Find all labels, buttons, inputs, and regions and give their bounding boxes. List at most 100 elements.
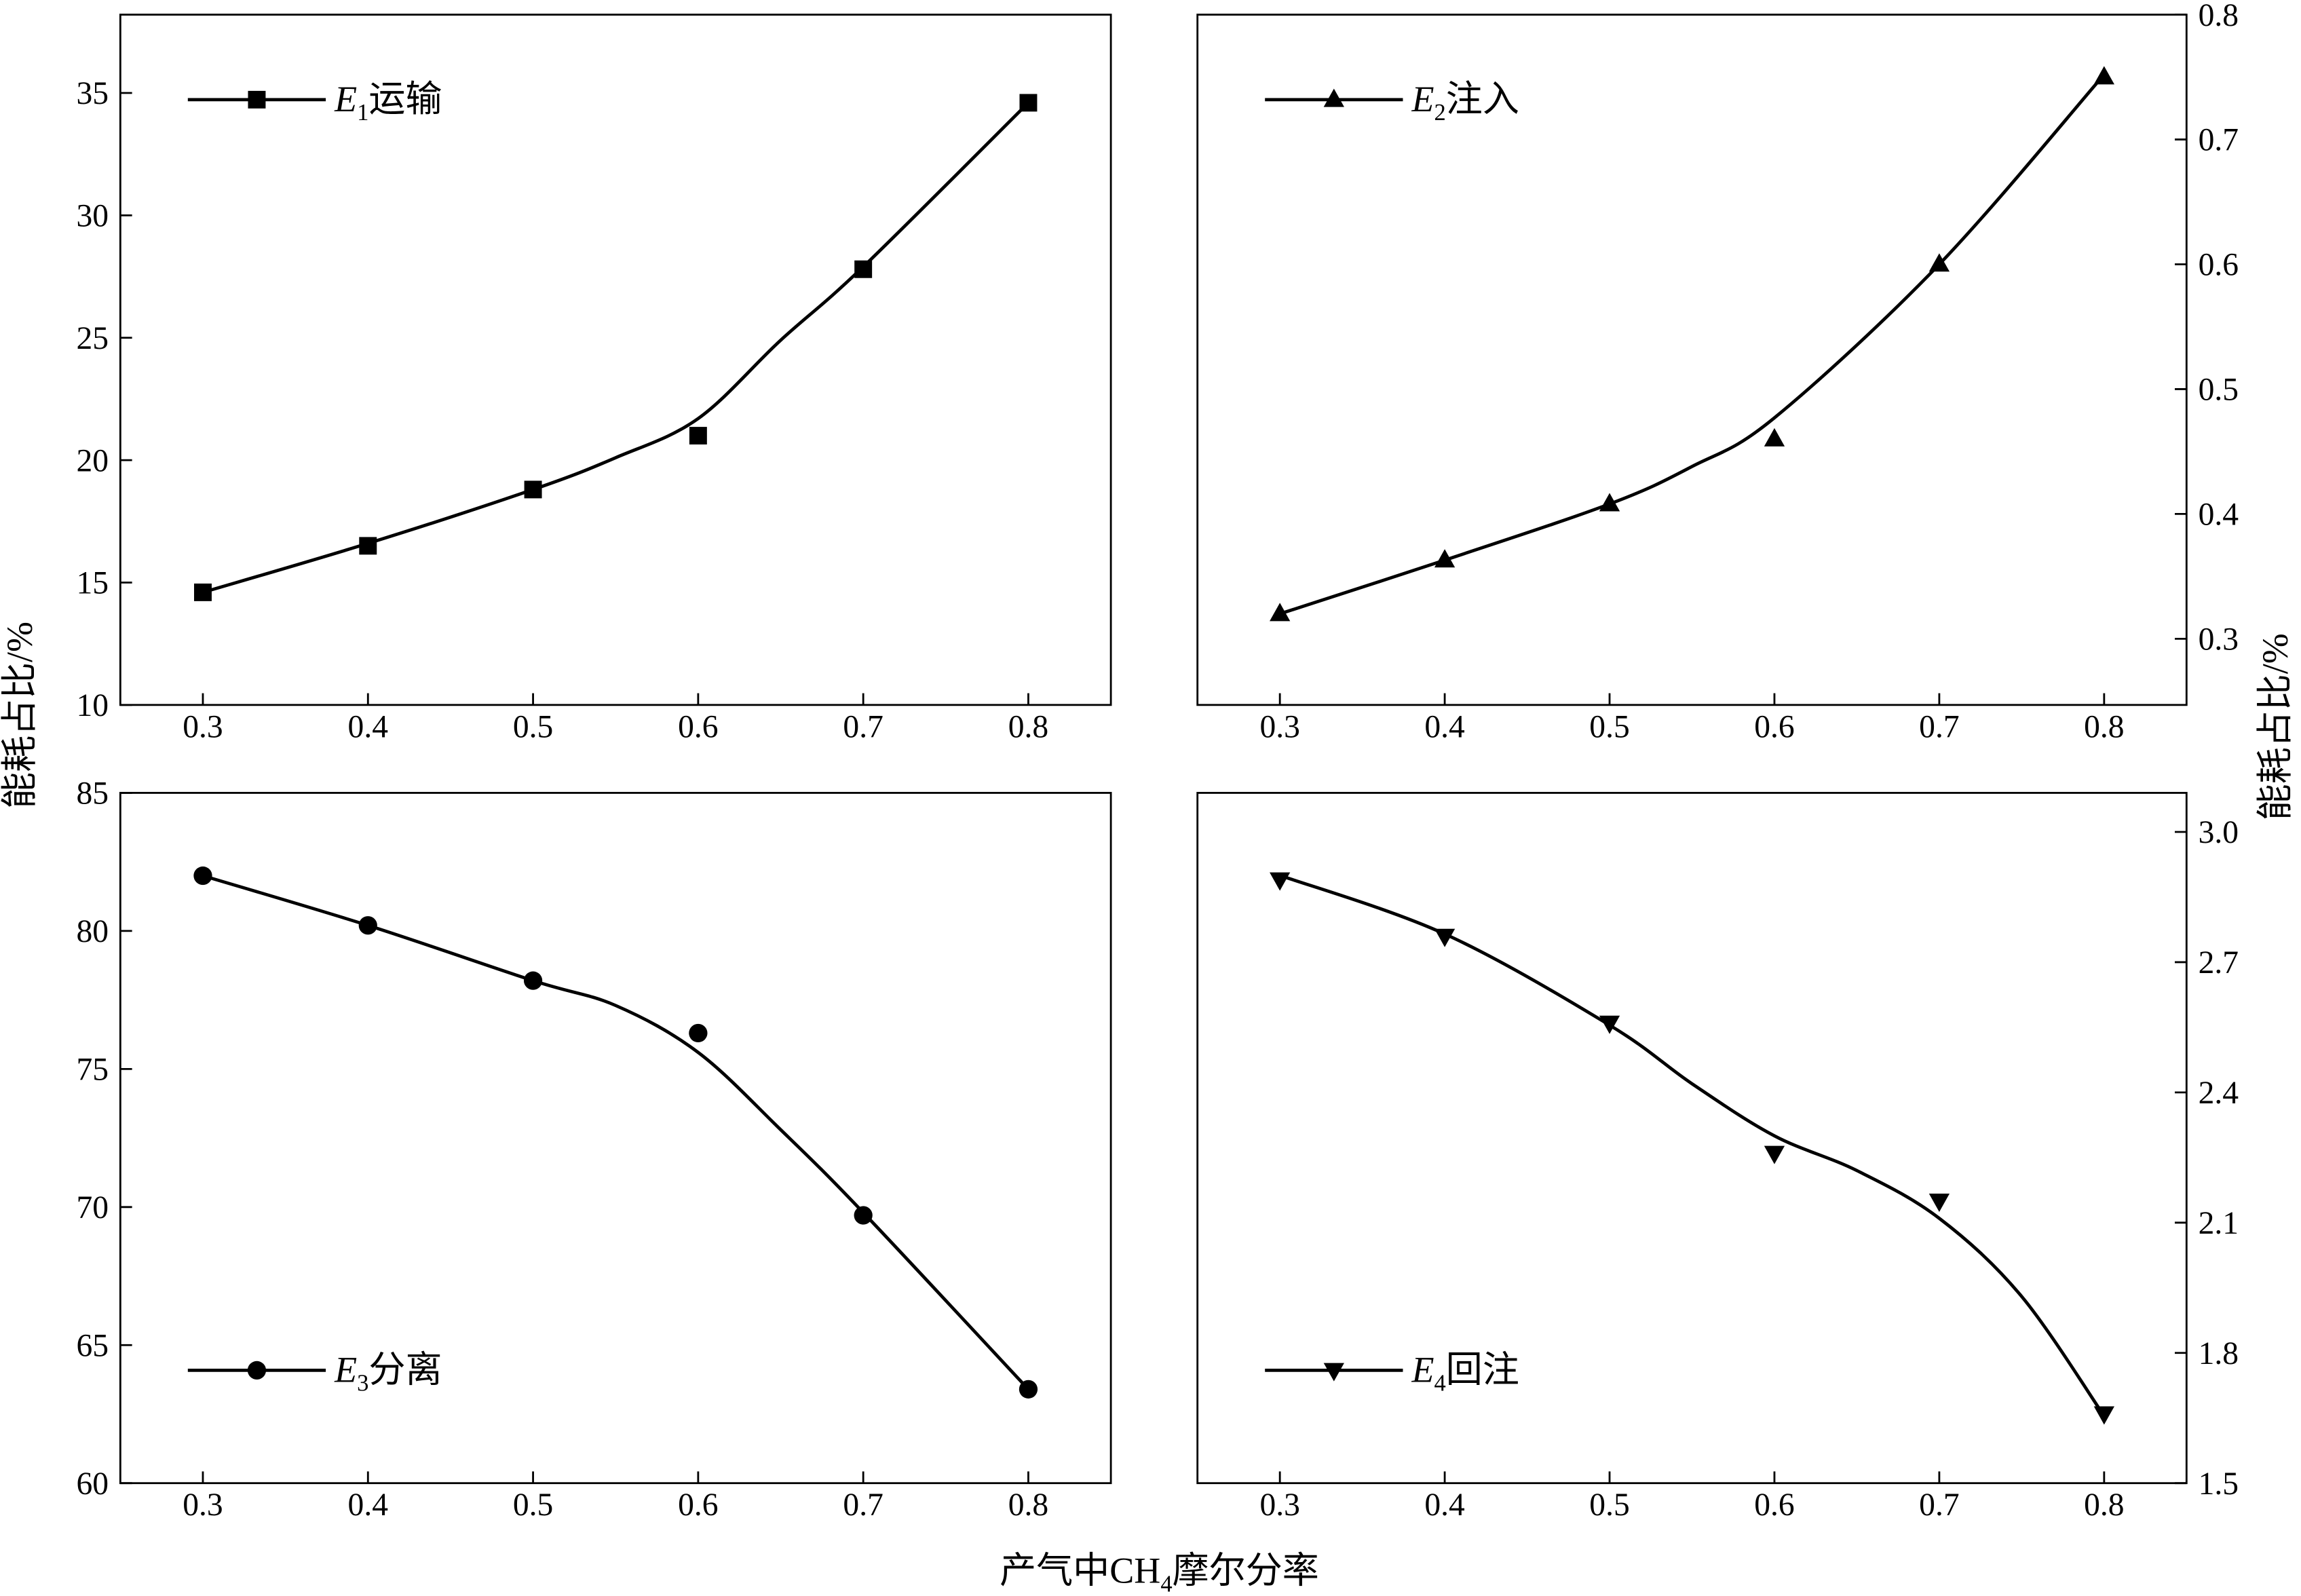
legend-text: E1运输 (334, 79, 442, 126)
y-tick-label: 20 (76, 443, 109, 478)
data-point (1764, 1145, 1785, 1164)
legend-subscript: 1 (357, 100, 368, 126)
y-tick-label: 2.7 (2199, 945, 2239, 981)
plot-frame (119, 792, 1112, 1485)
legend-text: E4回注 (1411, 1350, 1519, 1396)
y-axis-title-left: 能耗占比/% (0, 622, 40, 809)
y-tick-label: 65 (76, 1328, 109, 1363)
data-point (524, 480, 542, 499)
x-tick-label: 0.3 (1259, 709, 1299, 744)
x-axis-title-tail: 摩尔分率 (1173, 1551, 1319, 1591)
legend-label: 回注 (1446, 1350, 1519, 1390)
subplot-4: 0.3 0.4 0.5 0.6 0.7 0.8 1.5 1.8 2.1 2.4 2.7 3.0 E4回注 (1196, 792, 2239, 1523)
x-tick-label: 0.6 (678, 1487, 718, 1523)
x-tick-label: 0.5 (513, 709, 553, 744)
x-tick-label: 0.7 (843, 709, 883, 744)
y-tick-label: 85 (76, 776, 109, 812)
legend-marker (1323, 88, 1344, 107)
x-tick-label: 0.7 (843, 1487, 883, 1523)
x-tick-label: 0.3 (183, 709, 223, 744)
data-point (1928, 253, 1950, 272)
legend: E4回注 (1265, 1350, 1519, 1396)
y-tick-label: 35 (76, 76, 109, 111)
y-tick-label: 10 (76, 688, 109, 723)
x-tick-label: 0.4 (1424, 709, 1465, 744)
y-tick-label: 3.0 (2199, 815, 2239, 850)
subplot-2: 0.3 0.4 0.5 0.6 0.7 0.8 0.3 0.4 0.5 0.6 0.7 0.8 E2注入 (1196, 0, 2239, 744)
x-axis-title-main: 产气中CH (1000, 1551, 1160, 1591)
x-tick-label: 0.5 (513, 1487, 553, 1523)
legend-variable: E (1411, 79, 1434, 119)
legend: E3分离 (187, 1350, 442, 1396)
data-point (1270, 603, 1291, 622)
y-tick-label: 75 (76, 1052, 109, 1088)
y-axis-title-right: 能耗占比/% (2255, 633, 2296, 820)
fit-curve (202, 874, 1030, 1390)
legend-marker (248, 90, 266, 109)
plot-frame (119, 14, 1112, 706)
x-tick-label: 0.7 (1919, 709, 1959, 744)
x-tick-label: 0.6 (1754, 709, 1794, 744)
legend-variable: E (334, 79, 357, 119)
y-tick-label: 2.4 (2199, 1076, 2239, 1111)
y-tick-label: 0.3 (2199, 622, 2239, 658)
x-tick-label: 0.5 (1589, 1487, 1629, 1523)
data-point (359, 537, 377, 555)
data-point (523, 971, 543, 990)
y-tick-label: 2.1 (2199, 1206, 2239, 1241)
data-point (689, 427, 707, 445)
x-tick-label: 0.8 (2084, 1487, 2124, 1523)
data-point (854, 260, 873, 278)
data-point (2093, 1406, 2114, 1425)
x-tick-label: 0.6 (1754, 1487, 1794, 1523)
x-axis-title-subscript: 4 (1160, 1572, 1172, 1596)
y-tick-label: 0.7 (2199, 123, 2239, 158)
legend-variable: E (334, 1350, 357, 1390)
fit-curve (1279, 873, 2106, 1417)
y-tick-label: 30 (76, 199, 109, 234)
data-point (194, 583, 212, 601)
y-tick-label: 1.8 (2199, 1336, 2239, 1371)
legend-label: 分离 (368, 1350, 442, 1390)
data-point (1599, 1015, 1620, 1034)
legend-label: 注入 (1446, 79, 1519, 119)
fit-curve (202, 101, 1030, 594)
data-point (1928, 1194, 1950, 1213)
x-axis-title: 产气中CH4摩尔分率 (1000, 1551, 1319, 1596)
data-point (1019, 94, 1038, 112)
x-tick-label: 0.8 (1008, 1487, 1048, 1523)
data-point (1270, 872, 1291, 891)
x-tick-label: 0.7 (1919, 1487, 1959, 1523)
subplot-1: 0.3 0.4 0.5 0.6 0.7 0.8 10 15 20 25 30 35 E1运输 (76, 14, 1112, 744)
x-tick-label: 0.4 (348, 1487, 389, 1523)
legend-subscript: 2 (1434, 100, 1445, 126)
legend-text: E3分离 (334, 1350, 442, 1396)
legend: E2注入 (1265, 79, 1519, 126)
x-tick-label: 0.3 (183, 1487, 223, 1523)
x-tick-label: 0.6 (678, 709, 718, 744)
legend-variable: E (1411, 1350, 1434, 1390)
legend: E1运输 (187, 79, 442, 126)
x-tick-label: 0.5 (1589, 709, 1629, 744)
x-tick-label: 0.4 (1424, 1487, 1465, 1523)
legend-marker (247, 1361, 267, 1380)
y-tick-label: 15 (76, 566, 109, 601)
plot-frame (1196, 792, 2188, 1485)
legend-text: E2注入 (1411, 79, 1519, 126)
y-tick-label: 25 (76, 321, 109, 356)
data-point (854, 1206, 873, 1225)
data-point (1434, 928, 1456, 947)
data-point (1019, 1380, 1038, 1399)
plot-frame (1196, 14, 2188, 706)
y-tick-label: 60 (76, 1466, 109, 1502)
y-tick-label: 0.6 (2199, 248, 2239, 283)
data-point (193, 866, 212, 886)
y-tick-label: 0.4 (2199, 497, 2239, 533)
legend-subscript: 4 (1434, 1371, 1445, 1396)
x-tick-label: 0.8 (2084, 709, 2124, 744)
subplot-3: 0.3 0.4 0.5 0.6 0.7 0.8 60 65 70 75 80 85 E3分离 (76, 776, 1112, 1523)
x-tick-label: 0.3 (1259, 1487, 1299, 1523)
y-tick-label: 1.5 (2199, 1466, 2239, 1502)
fit-curve (1279, 73, 2106, 615)
